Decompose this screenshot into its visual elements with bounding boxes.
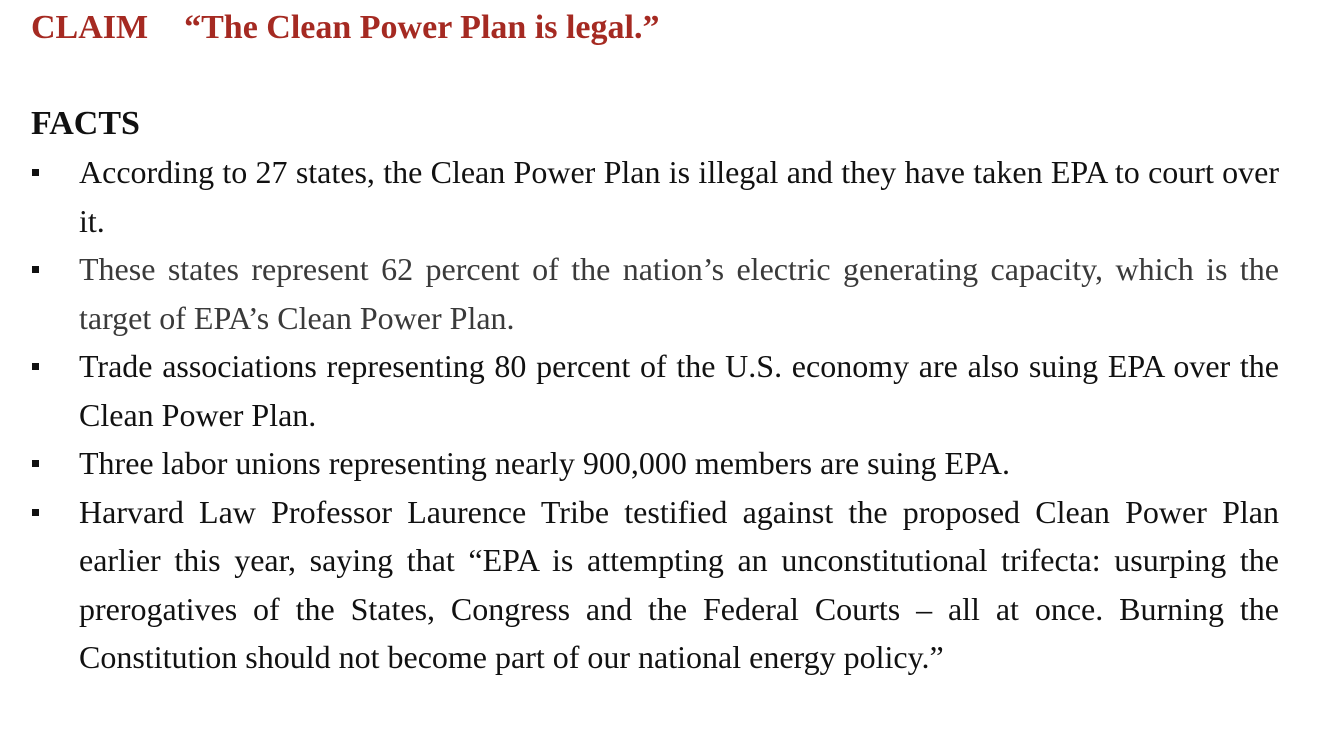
fact-text: Trade associations representing 80 perce… [79, 348, 1279, 433]
fact-text: These states represent 62 percent of the… [79, 251, 1279, 336]
claim-quote: “The Clean Power Plan is legal.” [184, 9, 660, 46]
fact-text: Harvard Law Professor Laurence Tribe tes… [79, 493, 1279, 676]
facts-list: According to 27 states, the Clean Power … [31, 148, 1279, 682]
facts-heading: FACTS [31, 105, 140, 142]
claim-label: CLAIM [31, 9, 149, 46]
claim-header: CLAIM “The Clean Power Plan is legal.” [31, 6, 659, 50]
bullet-icon [32, 266, 39, 273]
bullet-icon [32, 169, 39, 176]
bullet-icon [32, 508, 39, 516]
fact-item: Three labor unions representing nearly 9… [31, 439, 1279, 488]
bullet-icon [32, 460, 39, 467]
fact-item: These states represent 62 percent of the… [31, 245, 1279, 342]
fact-item: According to 27 states, the Clean Power … [31, 148, 1279, 245]
fact-text: Three labor unions representing nearly 9… [79, 445, 1011, 481]
bullet-icon [32, 363, 39, 370]
fact-item: Harvard Law Professor Laurence Tribe tes… [31, 488, 1279, 682]
fact-item: Trade associations representing 80 perce… [31, 342, 1279, 439]
fact-text: According to 27 states, the Clean Power … [79, 154, 1279, 239]
